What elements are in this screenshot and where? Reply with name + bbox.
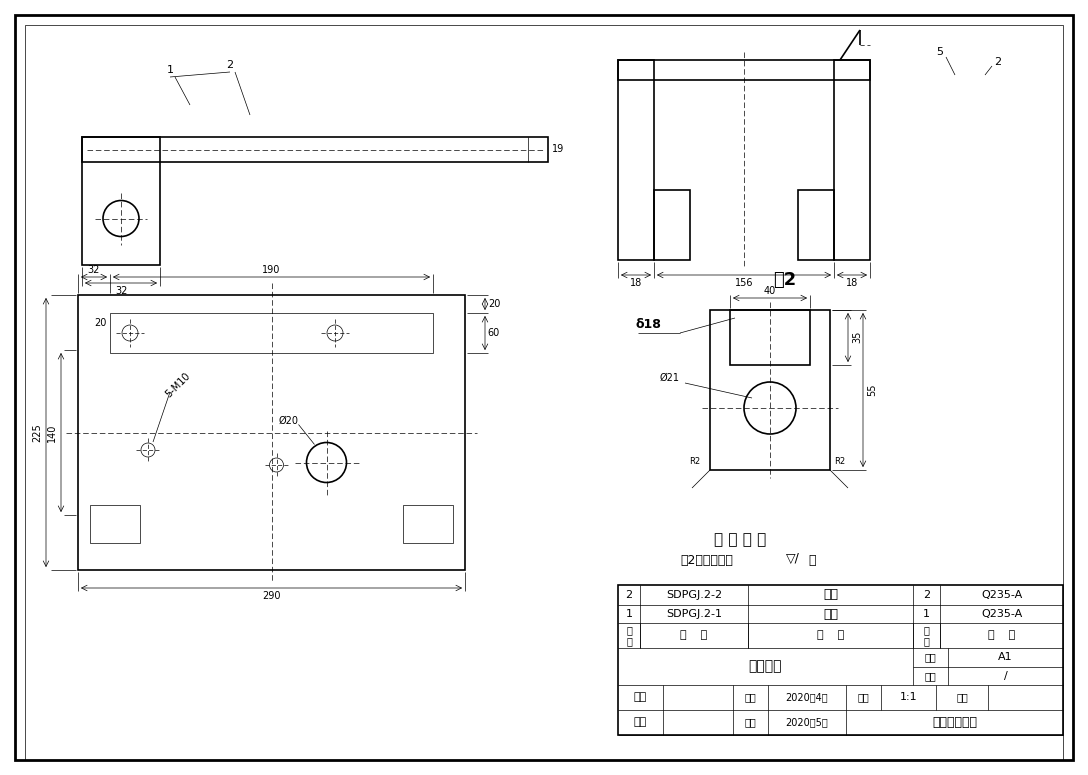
Text: 名    称: 名 称 [817, 631, 844, 640]
Text: SDPGJ.2-2: SDPGJ.2-2 [666, 590, 722, 600]
Text: R2: R2 [690, 457, 701, 467]
Text: 数
量: 数 量 [924, 625, 929, 646]
Bar [618, 60, 870, 80]
Text: 1:1: 1:1 [900, 693, 917, 702]
Bar [710, 310, 830, 470]
Text: 55: 55 [867, 384, 877, 396]
Text: 18: 18 [845, 278, 858, 288]
Bar [78, 295, 465, 570]
Text: 2: 2 [923, 590, 930, 600]
Text: 2: 2 [994, 57, 1002, 67]
Text: Ø21: Ø21 [660, 373, 680, 383]
Text: 中国地质大学: 中国地质大学 [932, 716, 977, 729]
Text: ▽/: ▽/ [786, 552, 800, 564]
Text: Q235-A: Q235-A [981, 609, 1022, 619]
Text: 耳板: 耳板 [823, 588, 838, 601]
Text: 2: 2 [226, 60, 234, 70]
Text: 序
号: 序 号 [626, 625, 632, 646]
Text: 。: 。 [808, 553, 816, 567]
Text: A1: A1 [998, 653, 1013, 663]
Text: 1: 1 [166, 65, 173, 75]
Bar [798, 190, 834, 260]
Text: 225: 225 [32, 423, 42, 442]
Text: 比例: 比例 [857, 693, 869, 702]
Text: 制图: 制图 [634, 693, 647, 702]
Text: 1: 1 [923, 609, 930, 619]
Text: 40: 40 [764, 286, 776, 296]
Text: 件2粗糙度均为: 件2粗糙度均为 [680, 553, 733, 567]
Text: 156: 156 [734, 278, 753, 288]
Text: 技 术 要 求: 技 术 要 求 [714, 532, 766, 547]
Bar [730, 310, 809, 365]
Bar [618, 585, 1063, 735]
Text: 座板: 座板 [823, 608, 838, 621]
Text: 32: 32 [115, 286, 127, 296]
Text: 材料: 材料 [925, 670, 937, 680]
Text: 数量: 数量 [956, 693, 968, 702]
Bar [834, 60, 870, 260]
Text: 5-M10: 5-M10 [163, 370, 193, 399]
Text: 32: 32 [88, 265, 100, 275]
Bar [82, 137, 548, 162]
Text: 140: 140 [47, 423, 57, 442]
Text: δ18: δ18 [635, 319, 660, 332]
Bar [403, 505, 453, 543]
Text: 18: 18 [630, 278, 642, 288]
Text: 2020年5月: 2020年5月 [786, 718, 828, 728]
Text: 审核: 审核 [634, 718, 647, 728]
Bar [82, 137, 160, 265]
Bar [654, 190, 690, 260]
Text: 1: 1 [626, 609, 632, 619]
Text: 190: 190 [262, 265, 281, 275]
Text: 日期: 日期 [744, 718, 756, 728]
Bar [618, 60, 654, 260]
Text: 图号: 图号 [925, 653, 937, 663]
Text: 35: 35 [852, 331, 862, 343]
Text: 290: 290 [262, 591, 281, 601]
Text: 代    号: 代 号 [680, 631, 707, 640]
Text: 材    料: 材 料 [988, 631, 1015, 640]
Text: Q235-A: Q235-A [981, 590, 1022, 600]
Text: 20: 20 [94, 318, 107, 328]
Text: R2: R2 [834, 457, 845, 467]
Text: 19: 19 [552, 144, 565, 154]
Text: 5: 5 [937, 47, 943, 57]
Text: /: / [1003, 670, 1007, 680]
Text: 电机座板: 电机座板 [749, 660, 782, 673]
Text: 2: 2 [626, 590, 632, 600]
Text: 件2: 件2 [774, 271, 796, 289]
Text: 20: 20 [487, 299, 500, 309]
Bar [110, 313, 433, 353]
Text: SDPGJ.2-1: SDPGJ.2-1 [666, 609, 722, 619]
Text: 2020年4月: 2020年4月 [786, 693, 828, 702]
Text: 60: 60 [487, 328, 500, 338]
Text: 日期: 日期 [744, 693, 756, 702]
Bar [90, 505, 140, 543]
Text: Ø20: Ø20 [279, 415, 298, 425]
